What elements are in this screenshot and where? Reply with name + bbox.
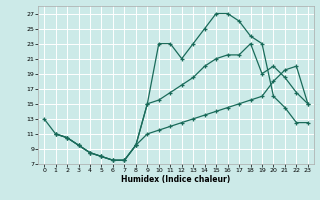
X-axis label: Humidex (Indice chaleur): Humidex (Indice chaleur) xyxy=(121,175,231,184)
